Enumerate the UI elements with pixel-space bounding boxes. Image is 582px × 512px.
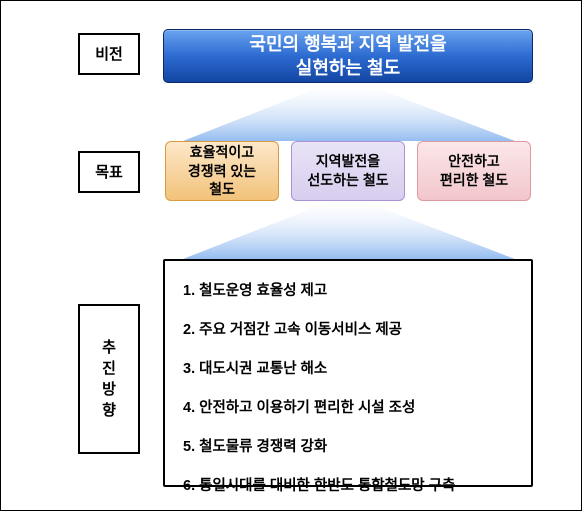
- strategies-label-char-2: 진: [102, 358, 116, 379]
- goal-box-1: 효율적이고 경쟁력 있는 철도: [165, 141, 279, 201]
- vision-label: 비전: [78, 33, 140, 75]
- goals-label: 목표: [78, 151, 140, 193]
- vision-banner: 국민의 행복과 지역 발전을 실현하는 철도: [163, 29, 533, 83]
- goals-label-text: 목표: [95, 162, 123, 183]
- beam-upper: [183, 83, 515, 141]
- vision-text: 국민의 행복과 지역 발전을 실현하는 철도: [249, 32, 446, 81]
- strategy-item-1: 1. 철도운영 효율성 제고: [183, 279, 513, 300]
- diagram-canvas: 비전 국민의 행복과 지역 발전을 실현하는 철도 목표 효율적이고 경쟁력 있…: [0, 0, 582, 511]
- strategies-label: 추 진 방 향: [78, 304, 140, 454]
- vision-label-text: 비전: [95, 44, 123, 65]
- strategies-label-text: 추 진 방 향: [102, 337, 116, 421]
- strategies-label-char-3: 방: [102, 379, 116, 400]
- goal-text-2: 지역발전을 선도하는 철도: [307, 152, 388, 190]
- goal-text-1: 효율적이고 경쟁력 있는 철도: [188, 143, 256, 200]
- strategy-item-4: 4. 안전하고 이용하기 편리한 시설 조성: [183, 396, 513, 417]
- goal-text-3: 안전하고 편리한 철도: [440, 152, 508, 190]
- strategy-item-3: 3. 대도시권 교통난 해소: [183, 357, 513, 378]
- strategy-item-5: 5. 철도물류 경쟁력 강화: [183, 435, 513, 456]
- goal-box-3: 안전하고 편리한 철도: [417, 141, 531, 201]
- strategies-label-char-1: 추: [102, 337, 116, 358]
- strategy-item-6: 6. 통일시대를 대비한 한반도 통합철도망 구축: [183, 474, 513, 495]
- strategies-panel: 1. 철도운영 효율성 제고 2. 주요 거점간 고속 이동서비스 제공 3. …: [163, 259, 533, 487]
- strategies-label-char-4: 향: [102, 400, 116, 421]
- strategy-item-2: 2. 주요 거점간 고속 이동서비스 제공: [183, 318, 513, 339]
- beam-lower: [183, 201, 515, 259]
- goal-box-2: 지역발전을 선도하는 철도: [291, 141, 405, 201]
